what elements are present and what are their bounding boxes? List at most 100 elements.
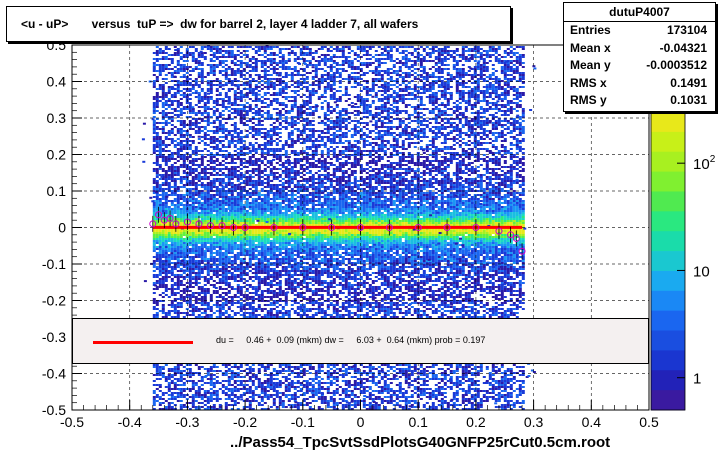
heatmap-cell xyxy=(227,98,231,100)
heatmap-cell xyxy=(434,168,438,170)
heatmap-cell xyxy=(218,70,222,72)
heatmap-cell xyxy=(482,154,486,156)
heatmap-cell xyxy=(266,182,270,184)
heatmap-cell xyxy=(494,174,498,176)
heatmap-cell xyxy=(437,136,441,138)
heatmap-cell xyxy=(497,134,501,136)
heatmap-cell xyxy=(275,162,279,164)
heatmap-cell xyxy=(374,70,378,72)
heatmap-cell xyxy=(296,106,300,108)
heatmap-cell xyxy=(341,172,345,174)
heatmap-cell xyxy=(341,78,345,80)
heatmap-cell xyxy=(485,108,489,110)
heatmap-cell xyxy=(359,154,363,156)
heatmap-cell xyxy=(155,160,159,162)
heatmap-cell xyxy=(215,158,219,160)
heatmap-cell xyxy=(491,84,495,86)
heatmap-cell xyxy=(299,172,303,174)
heatmap-cell xyxy=(332,94,336,96)
heatmap-cell xyxy=(410,46,414,48)
heatmap-cell xyxy=(173,172,177,174)
heatmap-cell xyxy=(230,62,234,64)
heatmap-cell xyxy=(425,78,429,80)
heatmap-cell xyxy=(344,100,348,102)
heatmap-cell xyxy=(233,70,237,72)
heatmap-cell xyxy=(422,182,426,184)
heatmap-cell xyxy=(461,164,465,166)
heatmap-cell xyxy=(503,88,507,90)
heatmap-cell xyxy=(377,78,381,80)
heatmap-cell xyxy=(272,86,276,88)
heatmap-cell xyxy=(191,118,195,120)
heatmap-cell xyxy=(197,178,201,180)
heatmap-cell xyxy=(188,46,192,48)
heatmap-cell xyxy=(461,54,465,56)
heatmap-cell xyxy=(212,110,216,112)
heatmap-cell xyxy=(350,170,354,172)
heatmap-cell xyxy=(482,58,486,60)
heatmap-cell xyxy=(212,126,216,128)
heatmap-cell xyxy=(311,182,315,184)
heatmap-cell xyxy=(386,128,390,130)
heatmap-cell xyxy=(467,104,471,106)
heatmap-cell xyxy=(404,98,408,100)
heatmap-cell xyxy=(233,126,237,128)
heatmap-cell xyxy=(305,182,309,184)
heatmap-cell xyxy=(167,72,171,74)
heatmap-cell xyxy=(245,82,249,84)
heatmap-cell xyxy=(182,176,186,178)
heatmap-cell xyxy=(503,156,507,158)
heatmap-cell xyxy=(260,100,264,102)
heatmap-cell xyxy=(308,90,312,92)
heatmap-cell xyxy=(248,170,252,172)
heatmap-cell xyxy=(254,110,258,112)
heatmap-cell xyxy=(152,104,156,106)
heatmap-cell xyxy=(188,180,192,182)
heatmap-cell xyxy=(188,98,192,100)
heatmap-cell xyxy=(389,68,393,70)
heatmap-cell xyxy=(242,140,246,142)
heatmap-cell xyxy=(491,104,495,106)
heatmap-cell xyxy=(506,86,510,88)
heatmap-cell xyxy=(494,48,498,50)
heatmap-cell xyxy=(398,88,402,90)
heatmap-cell xyxy=(164,150,168,152)
heatmap-cell xyxy=(446,108,450,110)
heatmap-cell xyxy=(401,78,405,80)
heatmap-cell xyxy=(419,120,423,122)
heatmap-cell xyxy=(194,152,198,154)
heatmap-cell xyxy=(464,116,468,118)
heatmap-cell xyxy=(170,96,174,98)
heatmap-cell xyxy=(308,62,312,64)
heatmap-cell xyxy=(164,176,168,178)
heatmap-cell xyxy=(404,118,408,120)
heatmap-cell xyxy=(314,182,318,184)
heatmap-cell xyxy=(218,124,222,126)
heatmap-cell xyxy=(485,176,489,178)
heatmap-cell xyxy=(236,98,240,100)
heatmap-cell xyxy=(506,70,510,72)
heatmap-cell xyxy=(221,56,225,58)
heatmap-cell xyxy=(455,166,459,168)
heatmap-cell xyxy=(443,64,447,66)
heatmap-cell xyxy=(332,136,336,138)
heatmap-cell xyxy=(182,76,186,78)
heatmap-cell xyxy=(182,170,186,172)
heatmap-cell xyxy=(380,168,384,170)
heatmap-cell xyxy=(206,124,210,126)
heatmap-cell xyxy=(188,54,192,56)
heatmap-cell xyxy=(203,46,207,48)
heatmap-cell xyxy=(197,62,201,64)
heatmap-cell xyxy=(287,74,291,76)
heatmap-cell xyxy=(518,174,522,176)
heatmap-cell xyxy=(239,104,243,106)
heatmap-cell xyxy=(269,130,273,132)
heatmap-cell xyxy=(251,162,255,164)
heatmap-cell xyxy=(518,166,522,168)
heatmap-cell xyxy=(365,116,369,118)
heatmap-cell xyxy=(515,140,519,142)
heatmap-cell xyxy=(197,96,201,98)
heatmap-cell xyxy=(455,100,459,102)
heatmap-cell xyxy=(179,82,183,84)
heatmap-cell xyxy=(257,166,261,168)
